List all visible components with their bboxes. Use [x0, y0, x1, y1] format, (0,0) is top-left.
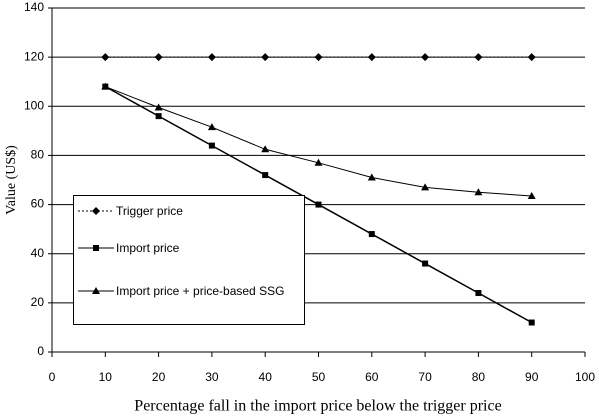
marker-square [155, 113, 162, 120]
legend: Trigger price Import price Import price + … [73, 195, 305, 325]
marker-triangle [474, 188, 483, 196]
y-tick-label: 100 [24, 98, 44, 112]
x-tick-label: 80 [472, 370, 486, 384]
x-tick-label: 30 [205, 370, 219, 384]
marker-triangle [207, 123, 216, 131]
x-tick-label: 50 [312, 370, 326, 384]
marker-diamond [421, 53, 430, 62]
x-tick-label: 40 [259, 370, 273, 384]
marker-diamond [261, 53, 270, 62]
marker-triangle [527, 191, 536, 199]
marker-square [475, 290, 482, 297]
marker-triangle [367, 173, 376, 181]
marker-triangle [261, 145, 270, 153]
marker-square [528, 319, 535, 326]
legend-label: Trigger price [116, 204, 183, 218]
legend-item: Import price [74, 241, 304, 281]
y-axis-label: Value (US$) [4, 145, 19, 215]
x-tick-label: 10 [99, 370, 113, 384]
marker-diamond [367, 53, 376, 62]
legend-key [78, 207, 114, 215]
legend-key [78, 287, 114, 294]
marker-diamond [527, 53, 536, 62]
y-tick-label: 60 [31, 197, 45, 211]
y-tick-label: 120 [24, 49, 44, 63]
legend-item: Trigger price [74, 204, 304, 244]
marker-square [368, 231, 375, 238]
legend-item: Import price + price-based SSG [74, 284, 304, 324]
marker-diamond [314, 53, 323, 62]
marker-triangle [92, 287, 100, 294]
legend-label: Import price [116, 241, 180, 255]
marker-diamond [207, 53, 216, 62]
marker-square [315, 201, 322, 208]
x-axis-label: Percentage fall in the import price belo… [134, 398, 501, 415]
marker-triangle [421, 183, 430, 191]
y-tick-label: 80 [31, 148, 45, 162]
marker-diamond [154, 53, 163, 62]
x-tick-label: 60 [365, 370, 379, 384]
x-tick-label: 70 [418, 370, 432, 384]
y-tick-label: 140 [24, 0, 44, 14]
legend-key [78, 245, 114, 251]
marker-square [262, 172, 269, 179]
marker-diamond [474, 53, 483, 62]
x-tick-label: 20 [152, 370, 166, 384]
marker-diamond [101, 53, 110, 62]
x-tick-label: 90 [525, 370, 539, 384]
marker-square [208, 142, 215, 149]
marker-triangle [154, 103, 163, 111]
legend-label: Import price + price-based SSG [116, 284, 285, 298]
marker-triangle [101, 82, 110, 90]
marker-square [422, 260, 429, 267]
series-line [105, 86, 532, 197]
x-tick-label: 100 [575, 370, 595, 384]
marker-diamond [92, 207, 100, 215]
y-tick-label: 0 [37, 344, 44, 358]
y-tick-label: 20 [31, 295, 45, 309]
x-tick-label: 0 [49, 370, 56, 384]
marker-square [93, 245, 99, 251]
marker-triangle [314, 158, 323, 166]
y-tick-label: 40 [31, 246, 45, 260]
